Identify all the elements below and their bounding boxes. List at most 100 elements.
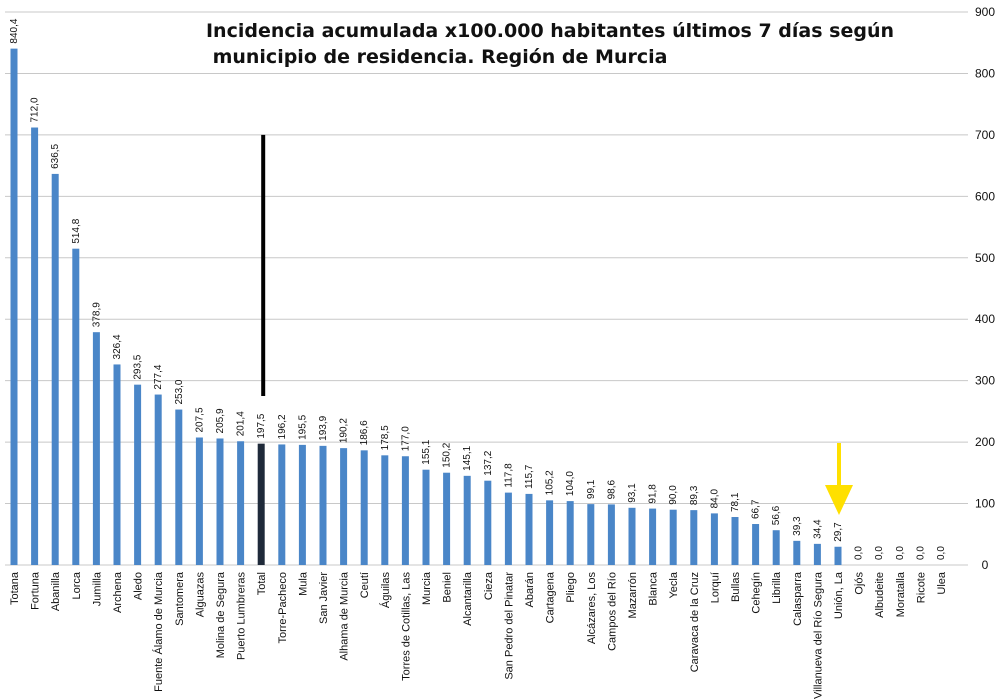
bar [628, 507, 636, 565]
category-label: Abarán [524, 572, 536, 607]
bar [154, 394, 162, 565]
value-label: 326,4 [112, 334, 123, 359]
value-label: 105,2 [545, 470, 556, 495]
category-label: San Javier [318, 572, 330, 624]
bar [381, 455, 389, 565]
category-label: Cieza [483, 571, 495, 600]
category-label: Fortuna [30, 571, 42, 610]
value-label: 840,4 [9, 18, 20, 43]
bar [525, 493, 533, 565]
bar [401, 456, 409, 565]
bar [731, 517, 739, 565]
y-tick-label: 100 [975, 497, 995, 511]
bar [216, 438, 224, 565]
category-label: Jumilla [91, 571, 103, 606]
category-label: Mula [297, 571, 309, 596]
value-label: 0,0 [936, 546, 947, 560]
category-label: Murcia [421, 571, 433, 605]
bar [504, 492, 512, 565]
value-label: 201,4 [236, 411, 247, 436]
category-label: Puerto Lumbreras [236, 572, 248, 661]
value-label: 29,7 [833, 522, 844, 542]
y-tick-label: 700 [975, 128, 995, 142]
category-label: Pliego [565, 572, 577, 603]
value-label: 89,3 [689, 485, 700, 505]
value-labels: 840,4 712,0 636,5 514,8 378,9 326,4 293,5 277,4… [9, 18, 947, 560]
value-label: 115,7 [524, 464, 535, 489]
bar [484, 480, 492, 565]
category-label: Alcázares, Los [586, 572, 598, 645]
value-label: 98,6 [606, 480, 617, 500]
category-label: Ricote [915, 572, 927, 603]
bar [690, 510, 698, 565]
category-label: Villanueva del Río Segura [812, 571, 824, 699]
bar [793, 540, 801, 565]
category-label: Blanca [648, 571, 660, 606]
category-label: Calasparra [792, 571, 804, 626]
value-label: 91,8 [648, 484, 659, 504]
bar [175, 409, 183, 565]
y-tick-label: 200 [975, 435, 995, 449]
bar [710, 513, 718, 565]
bar [319, 445, 327, 565]
value-label: 99,1 [586, 479, 597, 499]
value-label: 137,2 [483, 450, 494, 475]
value-label: 0,0 [854, 546, 865, 560]
bar [546, 500, 554, 565]
value-label: 253,0 [174, 379, 185, 404]
value-label: 117,8 [503, 463, 514, 488]
bar [31, 127, 39, 565]
value-label: 514,8 [71, 218, 82, 243]
category-label: Águilas [379, 572, 392, 609]
y-axis-ticks: 0 100 200 300 400 500 600 700 800 900 [975, 5, 995, 572]
category-label: Fuente Álamo de Murcia [152, 571, 165, 692]
bar [566, 501, 574, 565]
value-label: 193,9 [318, 415, 329, 440]
y-tick-label: 500 [975, 251, 995, 265]
bar [340, 448, 348, 565]
bar [134, 384, 142, 565]
value-label: 207,5 [194, 407, 205, 432]
bar [195, 437, 203, 565]
bar [51, 173, 59, 565]
category-label: Santomera [174, 571, 186, 626]
bar [587, 504, 595, 565]
bar [813, 543, 821, 565]
bar [772, 530, 780, 565]
category-label: Lorquí [709, 572, 721, 603]
bars [10, 48, 842, 565]
category-label: Alcantarilla [462, 571, 474, 626]
category-label: Lorca [71, 571, 83, 599]
bar [834, 546, 842, 565]
bar [463, 475, 471, 565]
category-label: Total [256, 572, 268, 595]
bar [298, 444, 306, 565]
bar [92, 332, 100, 565]
value-label: 190,2 [339, 418, 350, 443]
category-label: Archena [112, 571, 124, 613]
category-label: Albudeite [874, 572, 886, 618]
value-label: 205,9 [215, 408, 226, 433]
value-label: 293,5 [133, 354, 144, 379]
bar [360, 450, 368, 565]
value-label: 378,9 [91, 302, 102, 327]
value-label: 178,5 [380, 425, 391, 450]
bar [237, 441, 245, 565]
category-label: Totana [9, 571, 21, 605]
value-label: 0,0 [874, 546, 885, 560]
y-tick-label: 800 [975, 66, 995, 80]
category-label: Alhama de Murcia [339, 571, 351, 661]
category-label: Aledo [133, 572, 145, 600]
y-tick-label: 600 [975, 189, 995, 203]
value-label: 104,0 [565, 471, 576, 496]
bar [422, 469, 430, 565]
value-label: 39,3 [792, 516, 803, 536]
bar [10, 48, 18, 565]
bar [72, 248, 80, 565]
category-label: Yecla [668, 571, 680, 598]
category-label: Unión, La [833, 571, 845, 619]
category-label: Librilla [771, 571, 783, 604]
category-label: Moratalla [895, 571, 907, 617]
bar [649, 508, 657, 565]
